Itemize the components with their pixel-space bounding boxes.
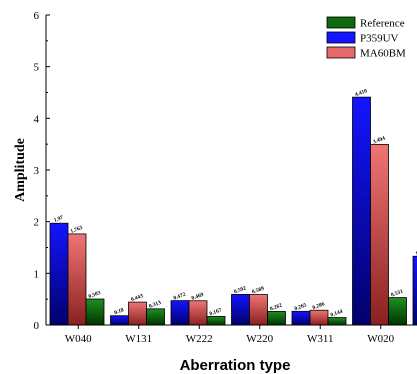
data-label-reference-w020: 0.531: [390, 289, 404, 299]
data-label-ma60bm-w020: 3.494: [372, 136, 386, 146]
data-label-p359uv-w222: 0.472: [173, 292, 187, 302]
legend-label-ma60bm: MA60BM: [360, 48, 406, 60]
bar-ma60bm-w220: [249, 294, 268, 326]
data-label-p359uv-w040: 1.97: [53, 215, 64, 224]
data-label-p359uv-w111: 1.330: [415, 247, 417, 257]
y-tick-label: 1: [34, 268, 40, 280]
x-tick-label: W220: [246, 333, 273, 345]
x-tick-label: W040: [65, 333, 92, 345]
x-tick-label: W311: [307, 333, 333, 345]
y-tick-label: 3: [34, 165, 40, 177]
y-tick-label: 2: [34, 217, 40, 229]
data-label-reference-w040: 0.503: [88, 290, 102, 300]
y-tick-label: 5: [34, 62, 40, 74]
bar-ma60bm-w131: [128, 301, 147, 326]
data-label-ma60bm-w131: 0.443: [130, 293, 144, 303]
bar-p359uv-w020: [352, 96, 371, 326]
data-label-p359uv-w020: 4.410: [354, 88, 368, 98]
data-label-ma60bm-w040: 1.763: [70, 225, 84, 235]
bar-p359uv-w311: [291, 310, 311, 326]
bar-p359uv-w131: [110, 315, 129, 326]
bar-reference-w222: [206, 315, 226, 326]
x-tick-label: W131: [125, 333, 152, 345]
data-label-ma60bm-w222: 0.469: [191, 292, 205, 302]
data-label-reference-w311: 0.144: [330, 309, 344, 319]
legend-label-p359uv: P359UV: [360, 33, 399, 45]
legend-swatch-reference: [326, 16, 356, 29]
data-label-ma60bm-w311: 0.286: [312, 301, 326, 311]
y-tick-label: 4: [34, 113, 40, 125]
legend-label-reference: Reference: [360, 18, 405, 30]
data-label-ma60bm-w220: 0.589: [251, 286, 265, 296]
x-axis-title: Aberration type: [180, 357, 291, 374]
y-tick-label: 0: [34, 320, 40, 332]
legend: Reference P359UV MA60BM: [326, 16, 406, 60]
data-label-p359uv-w311: 0.265: [294, 302, 308, 312]
bar-p359uv-w222: [170, 300, 190, 326]
x-tick-label: W222: [186, 333, 213, 345]
bar-reference-w220: [267, 311, 286, 326]
y-tick-label: 6: [34, 10, 40, 22]
bar-ma60bm-w020: [370, 144, 389, 326]
bar-reference-w040: [85, 298, 105, 326]
data-label-reference-w220: 0.262: [269, 303, 283, 313]
data-label-reference-w222: 0.167: [209, 307, 223, 317]
data-label-p359uv-w220: 0.592: [233, 285, 247, 295]
bar-p359uv-w220: [231, 294, 250, 326]
y-axis-title: Amplitude: [13, 138, 28, 202]
data-label-reference-w131: 0.313: [148, 300, 162, 310]
bar-ma60bm-w222: [188, 300, 208, 326]
legend-swatch-ma60bm: [326, 46, 356, 59]
bar-p359uv-w040: [49, 222, 69, 326]
x-tick-label: W020: [367, 333, 394, 345]
legend-swatch-p359uv: [326, 31, 356, 44]
bar-ma60bm-w311: [309, 309, 329, 326]
bar-ma60bm-w040: [67, 233, 87, 326]
bar-reference-w311: [327, 317, 347, 326]
bar-reference-w020: [388, 297, 407, 326]
data-label-p359uv-w131: 0.18: [114, 307, 125, 316]
bar-reference-w131: [146, 308, 165, 326]
bar-p359uv-w111: [412, 255, 417, 326]
